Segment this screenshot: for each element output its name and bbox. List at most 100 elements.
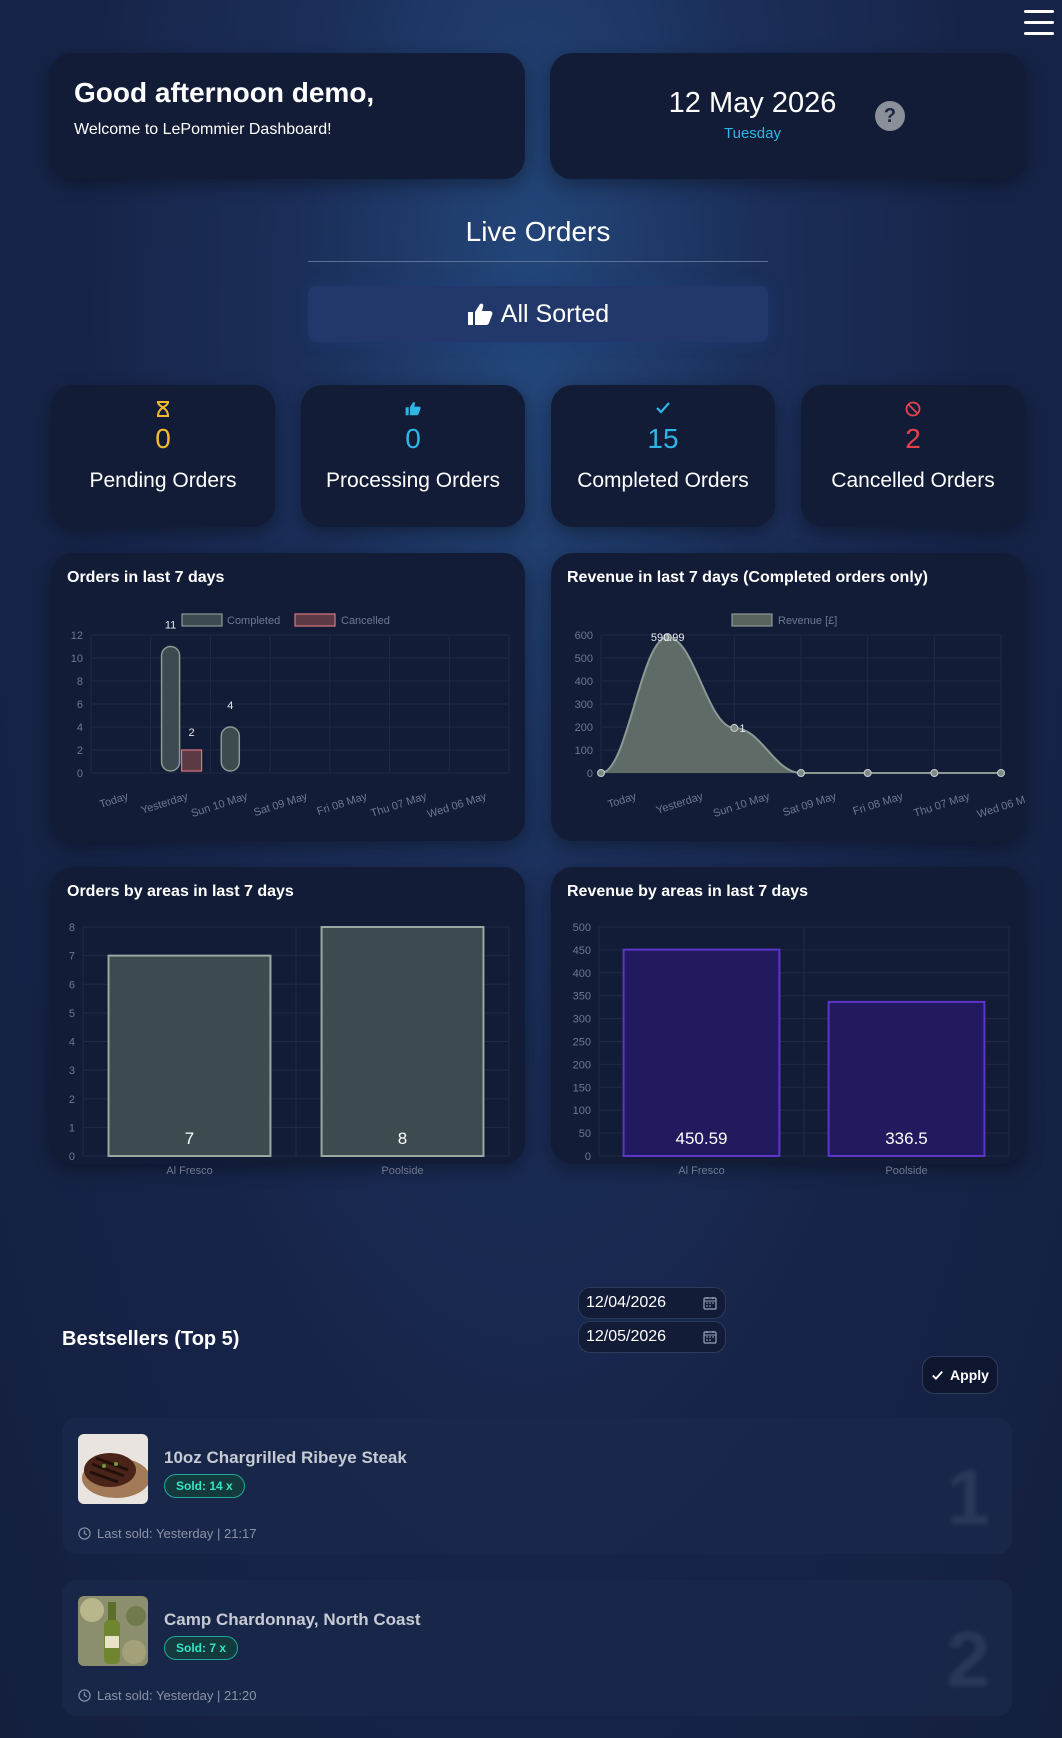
apply-button[interactable]: Apply [922,1356,998,1394]
revenue-point [597,769,605,777]
revenue-point [663,633,672,642]
y-tick-label: 0 [587,768,593,780]
stat-processing[interactable]: 0 Processing Orders [301,385,525,527]
clock-icon [78,1527,91,1540]
bestseller-item[interactable]: 10oz Chargrilled Ribeye Steak Sold: 14 x… [62,1418,1012,1554]
calendar-icon[interactable] [703,1296,717,1310]
date-card: 12 May 2026 Tuesday ? [550,53,1025,179]
y-tick-label: 200 [575,722,593,734]
y-tick-label: 1 [69,1122,75,1134]
help-icon[interactable]: ? [875,101,905,131]
hourglass-icon [51,401,275,419]
legend-swatch-revenue [731,613,773,627]
x-tick-label: Sat 09 May [252,790,309,819]
current-weekday: Tuesday [724,125,781,142]
pending-count: 0 [155,423,171,454]
last-sold-text: Last sold: Yesterday | 21:20 [97,1688,257,1703]
y-tick-label: 6 [77,699,83,711]
y-tick-label: 12 [71,630,83,642]
y-tick-label: 6 [69,979,75,991]
all-sorted-status: All Sorted [308,286,768,342]
check-icon [551,401,775,419]
revenue-line [600,636,1001,774]
bar-value-label: 336.5 [885,1129,928,1148]
y-tick-label: 4 [69,1037,75,1049]
x-tick-label: Sat 09 May [781,790,838,819]
legend-swatch-completed [181,613,223,627]
x-tick-label: Thu 07 May [369,790,428,820]
wine-bottle-image [78,1596,148,1666]
x-tick-label: Al Fresco [678,1165,724,1177]
y-tick-label: 300 [573,1014,591,1026]
x-tick-label: Wed 06 May [426,790,489,821]
orders-7-days-chart: 0 2 4 6 8 10 12 Completed Cancelled 11 2 4 Today Yest… [51,553,525,841]
y-tick-label: 200 [573,1059,591,1071]
y-tick-label: 0 [69,1151,75,1163]
date-to-input[interactable]: 12/05/2026 [578,1321,726,1353]
all-sorted-label: All Sorted [500,299,610,328]
y-tick-label: 350 [573,991,591,1003]
bar [107,954,272,1157]
y-tick-label: 500 [573,922,591,934]
y-tick-label: 7 [69,951,75,963]
legend-label-revenue: Revenue [£] [778,615,837,627]
welcome-text: Welcome to LePommier Dashboard! [74,121,332,138]
stat-cancelled[interactable]: 2 Cancelled Orders [801,385,1025,527]
bestseller-item[interactable]: Camp Chardonnay, North Coast Sold: 7 x L… [62,1580,1012,1716]
bar-completed [220,726,241,772]
revenue-7-days-chart: 0 100 200 300 400 500 600 Revenue [£] 590.99 1 Tod… [551,553,1025,841]
orders-by-areas-svg: 0 1 2 3 4 5 6 7 8 7 Al Fresco 8 Poolside [69,922,510,1177]
legend-label-cancelled: Cancelled [341,615,390,627]
y-tick-label: 100 [573,1105,591,1117]
revenue-point [730,723,739,732]
live-orders-divider [308,261,768,262]
x-tick-label: Yesterday [655,790,705,817]
current-date: 12 May 2026 [668,87,837,119]
y-tick-label: 4 [77,722,83,734]
date-from-input[interactable]: 12/04/2026 [578,1287,726,1319]
menu-icon[interactable] [1024,10,1054,36]
bestsellers-title: Bestsellers (Top 5) [62,1328,240,1350]
x-tick-label: Today [606,790,638,811]
revenue-7-days-svg: 0 100 200 300 400 500 600 Revenue [£] 590.99 1 Tod… [575,613,1025,821]
revenue-point [863,769,872,777]
revenue-by-areas-svg: 0 50 100 150 200 250 300 350 400 450 500 450.59 Al F… [573,922,1010,1177]
y-tick-label: 600 [575,630,593,642]
live-orders-title: Live Orders [465,216,611,247]
bar-cancelled [180,749,203,772]
y-tick-label: 3 [69,1065,75,1077]
stat-pending[interactable]: 0 Pending Orders [51,385,275,527]
x-tick-label: Sun 10 May [712,790,772,820]
stat-completed[interactable]: 15 Completed Orders [551,385,775,527]
revenue-point [797,769,805,777]
y-tick-label: 2 [69,1094,75,1106]
apply-label: Apply [950,1367,989,1383]
x-tick-label: Al Fresco [166,1165,212,1177]
bar-completed [160,645,181,772]
chart-title: Revenue in last 7 days (Completed orders… [567,569,928,586]
thumbs-up-icon [467,303,493,325]
chart-title: Revenue by areas in last 7 days [567,883,809,900]
bar-value-label: 2 [189,727,195,739]
x-tick-label: Sun 10 May [190,790,250,820]
y-tick-label: 500 [575,653,593,665]
y-tick-label: 400 [575,676,593,688]
y-tick-label: 0 [585,1151,591,1163]
orders-by-areas-chart: 0 1 2 3 4 5 6 7 8 7 Al Fresco 8 Poolside Orders by a… [51,867,525,1177]
last-sold-text: Last sold: Yesterday | 21:17 [97,1526,257,1541]
y-tick-label: 8 [69,922,75,934]
processing-count: 0 [405,423,421,454]
y-tick-label: 5 [69,1008,75,1020]
check-icon [932,1370,943,1380]
point-value-label: 1 [739,723,745,735]
rank-number: 1 [946,1453,990,1541]
y-tick-label: 250 [573,1037,591,1049]
y-tick-label: 100 [575,745,593,757]
chart-title: Orders in last 7 days [67,569,225,586]
steak-image [78,1434,148,1504]
revenue-by-areas-chart: 0 50 100 150 200 250 300 350 400 450 500 450.59 Al F… [551,867,1025,1177]
processing-label: Processing Orders [326,469,500,492]
calendar-icon[interactable] [703,1330,717,1344]
cancelled-label: Cancelled Orders [831,469,995,492]
chart-title: Orders by areas in last 7 days [67,883,294,900]
